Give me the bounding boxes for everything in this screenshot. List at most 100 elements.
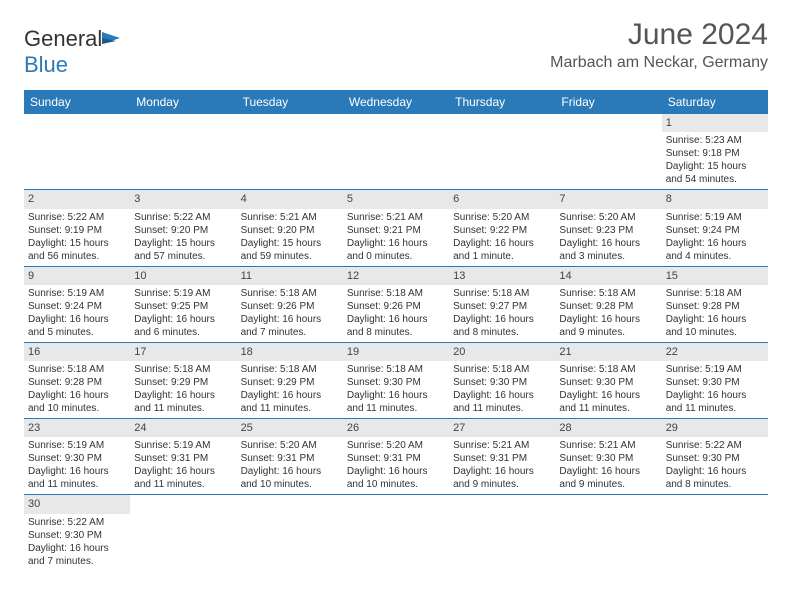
sunset-line: Sunset: 9:26 PM: [241, 300, 339, 313]
sunrise-line: Sunrise: 5:19 AM: [134, 439, 232, 452]
day-cell: 8Sunrise: 5:19 AMSunset: 9:24 PMDaylight…: [662, 190, 768, 266]
daylight-line: Daylight: 15 hours and 56 minutes.: [28, 237, 126, 263]
daylight-line: Daylight: 16 hours and 10 minutes.: [28, 389, 126, 415]
day-number: 3: [130, 190, 236, 208]
sunrise-line: Sunrise: 5:20 AM: [347, 439, 445, 452]
sunset-line: Sunset: 9:30 PM: [559, 376, 657, 389]
day-cell: 5Sunrise: 5:21 AMSunset: 9:21 PMDaylight…: [343, 190, 449, 266]
day-number: 4: [237, 190, 343, 208]
sunrise-line: Sunrise: 5:18 AM: [134, 363, 232, 376]
day-number: 28: [555, 419, 661, 437]
sunset-line: Sunset: 9:31 PM: [347, 452, 445, 465]
daylight-line: Daylight: 16 hours and 1 minute.: [453, 237, 551, 263]
sunset-line: Sunset: 9:31 PM: [134, 452, 232, 465]
day-cell: 30Sunrise: 5:22 AMSunset: 9:30 PMDayligh…: [24, 495, 130, 571]
day-cell: 18Sunrise: 5:18 AMSunset: 9:29 PMDayligh…: [237, 342, 343, 418]
sunrise-line: Sunrise: 5:19 AM: [666, 363, 764, 376]
day-header: Sunday: [24, 90, 130, 114]
sunset-line: Sunset: 9:28 PM: [559, 300, 657, 313]
daylight-line: Daylight: 16 hours and 9 minutes.: [559, 313, 657, 339]
sunset-line: Sunset: 9:24 PM: [666, 224, 764, 237]
day-cell: 25Sunrise: 5:20 AMSunset: 9:31 PMDayligh…: [237, 419, 343, 495]
day-cell: 15Sunrise: 5:18 AMSunset: 9:28 PMDayligh…: [662, 266, 768, 342]
daylight-line: Daylight: 16 hours and 10 minutes.: [666, 313, 764, 339]
sunrise-line: Sunrise: 5:18 AM: [28, 363, 126, 376]
sunset-line: Sunset: 9:30 PM: [347, 376, 445, 389]
day-cell: 23 Sunrise: 5:19 AMSunset: 9:30 PMDayligh…: [24, 419, 130, 495]
day-number: 26: [343, 419, 449, 437]
day-cell: 13Sunrise: 5:18 AMSunset: 9:27 PMDayligh…: [449, 266, 555, 342]
daylight-line: Daylight: 16 hours and 7 minutes.: [28, 542, 126, 568]
day-cell: 11Sunrise: 5:18 AMSunset: 9:26 PMDayligh…: [237, 266, 343, 342]
daylight-line: Daylight: 15 hours and 54 minutes.: [666, 160, 764, 186]
sunset-line: Sunset: 9:19 PM: [28, 224, 126, 237]
day-cell: [343, 114, 449, 190]
sunset-line: Sunset: 9:20 PM: [134, 224, 232, 237]
sunset-line: Sunset: 9:22 PM: [453, 224, 551, 237]
sunset-line: Sunset: 9:29 PM: [241, 376, 339, 389]
daylight-line: Daylight: 16 hours and 11 minutes.: [666, 389, 764, 415]
day-number: 14: [555, 267, 661, 285]
day-cell: 24Sunrise: 5:19 AMSunset: 9:31 PMDayligh…: [130, 419, 236, 495]
day-number: 25: [237, 419, 343, 437]
daylight-line: Daylight: 16 hours and 11 minutes.: [28, 465, 126, 491]
sunset-line: Sunset: 9:18 PM: [666, 147, 764, 160]
day-header: Tuesday: [237, 90, 343, 114]
sunrise-line: Sunrise: 5:18 AM: [347, 363, 445, 376]
day-cell: 2Sunrise: 5:22 AMSunset: 9:19 PMDaylight…: [24, 190, 130, 266]
day-cell: 3 Sunrise: 5:22 AMSunset: 9:20 PMDaylight…: [130, 190, 236, 266]
day-cell: [24, 114, 130, 190]
day-number: 6: [449, 190, 555, 208]
daylight-line: Daylight: 15 hours and 57 minutes.: [134, 237, 232, 263]
sunset-line: Sunset: 9:20 PM: [241, 224, 339, 237]
sunset-line: Sunset: 9:21 PM: [347, 224, 445, 237]
day-number: 8: [662, 190, 768, 208]
week-row: 30Sunrise: 5:22 AMSunset: 9:30 PMDayligh…: [24, 495, 768, 571]
page-title: June 2024: [550, 18, 768, 52]
day-number: 22: [662, 343, 768, 361]
daylight-line: Daylight: 16 hours and 11 minutes.: [241, 389, 339, 415]
week-row: 2Sunrise: 5:22 AMSunset: 9:19 PMDaylight…: [24, 190, 768, 266]
day-cell: 6 Sunrise: 5:20 AMSunset: 9:22 PMDaylight…: [449, 190, 555, 266]
day-number: 7: [555, 190, 661, 208]
day-number: 30: [24, 495, 130, 513]
day-cell: 9Sunrise: 5:19 AMSunset: 9:24 PMDaylight…: [24, 266, 130, 342]
day-cell: 14Sunrise: 5:18 AMSunset: 9:28 PMDayligh…: [555, 266, 661, 342]
sunset-line: Sunset: 9:31 PM: [453, 452, 551, 465]
sunrise-line: Sunrise: 5:18 AM: [241, 287, 339, 300]
sunrise-line: Sunrise: 5:23 AM: [666, 134, 764, 147]
day-cell: 22Sunrise: 5:19 AMSunset: 9:30 PMDayligh…: [662, 342, 768, 418]
header: GeneralBlue June 2024 Marbach am Neckar,…: [24, 18, 768, 78]
day-cell: [449, 495, 555, 571]
sunrise-line: Sunrise: 5:21 AM: [347, 211, 445, 224]
day-number: 20: [449, 343, 555, 361]
sunset-line: Sunset: 9:30 PM: [28, 452, 126, 465]
sunset-line: Sunset: 9:26 PM: [347, 300, 445, 313]
sunrise-line: Sunrise: 5:19 AM: [28, 439, 126, 452]
sunrise-line: Sunrise: 5:20 AM: [453, 211, 551, 224]
daylight-line: Daylight: 16 hours and 10 minutes.: [241, 465, 339, 491]
sunrise-line: Sunrise: 5:21 AM: [559, 439, 657, 452]
week-row: 16Sunrise: 5:18 AMSunset: 9:28 PMDayligh…: [24, 342, 768, 418]
day-number: 16: [24, 343, 130, 361]
day-number: 24: [130, 419, 236, 437]
daylight-line: Daylight: 16 hours and 4 minutes.: [666, 237, 764, 263]
daylight-line: Daylight: 16 hours and 6 minutes.: [134, 313, 232, 339]
sunrise-line: Sunrise: 5:22 AM: [28, 516, 126, 529]
day-header: Thursday: [449, 90, 555, 114]
day-number: 23: [24, 419, 130, 437]
day-cell: 16Sunrise: 5:18 AMSunset: 9:28 PMDayligh…: [24, 342, 130, 418]
day-cell: 17Sunrise: 5:18 AMSunset: 9:29 PMDayligh…: [130, 342, 236, 418]
day-header: Monday: [130, 90, 236, 114]
sunrise-line: Sunrise: 5:22 AM: [134, 211, 232, 224]
sunrise-line: Sunrise: 5:18 AM: [559, 363, 657, 376]
sunset-line: Sunset: 9:28 PM: [666, 300, 764, 313]
day-cell: [449, 114, 555, 190]
day-number: 5: [343, 190, 449, 208]
week-row: 23Sunrise: 5:19 AMSunset: 9:30 PMDayligh…: [24, 419, 768, 495]
daylight-line: Daylight: 16 hours and 8 minutes.: [347, 313, 445, 339]
sunset-line: Sunset: 9:25 PM: [134, 300, 232, 313]
day-cell: 7Sunrise: 5:20 AMSunset: 9:23 PMDaylight…: [555, 190, 661, 266]
sunset-line: Sunset: 9:24 PM: [28, 300, 126, 313]
daylight-line: Daylight: 16 hours and 9 minutes.: [453, 465, 551, 491]
